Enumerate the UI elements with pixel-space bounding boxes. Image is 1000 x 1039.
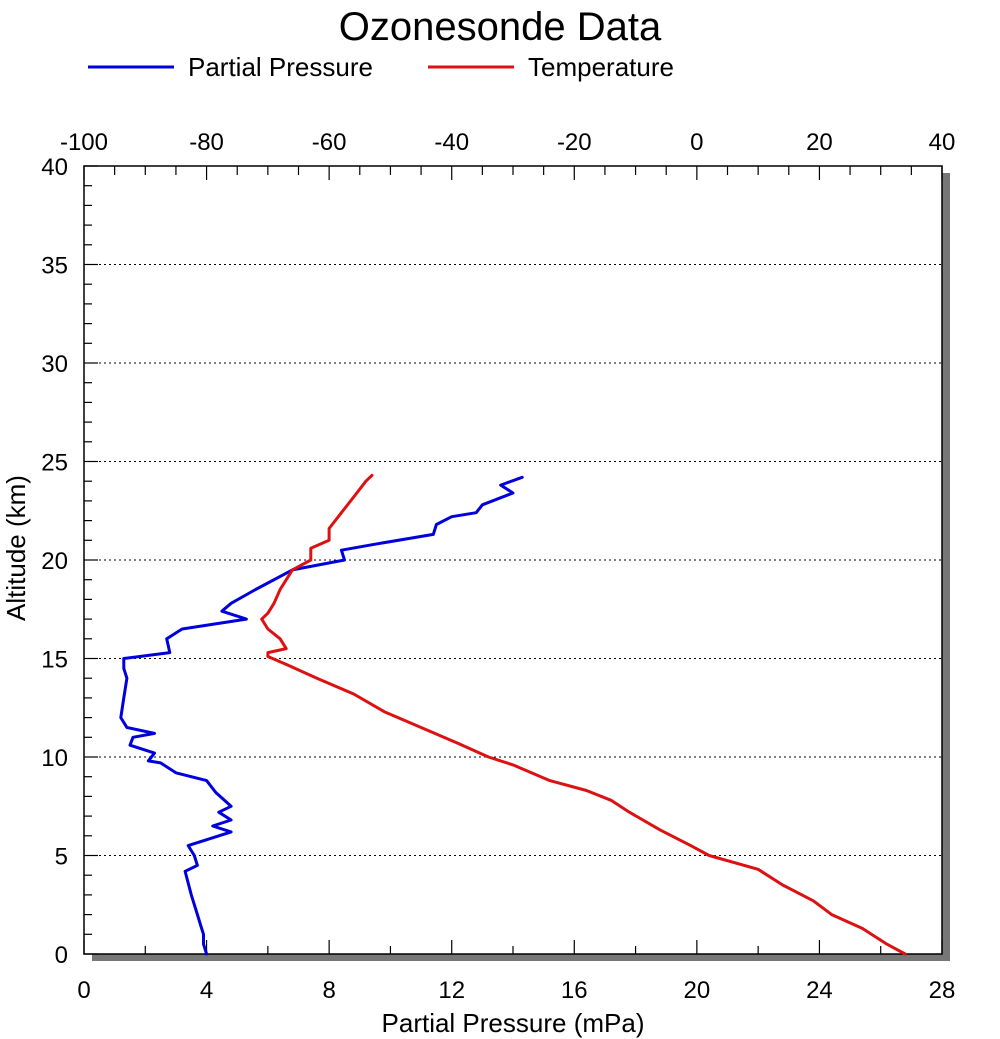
x2-tick-label: -60 [312,129,347,156]
y-tick-label: 30 [41,351,68,378]
x-tick-label: 12 [438,977,465,1004]
y-tick-label: 40 [41,154,68,181]
y-tick-label: 15 [41,647,68,674]
series-layer [119,473,907,956]
x-tick-label: 20 [684,977,711,1004]
tick-labels: 0 5 10 15 20 25 30 35 40 0 4 8 12 16 20 24 28 -100 -80 -60 -… [41,129,955,1004]
y-tick-label: 25 [41,450,68,477]
x2-tick-label: 0 [690,129,703,156]
x-tick-label: 8 [322,977,335,1004]
axis-ticks [83,165,943,955]
x2-tick-label: -100 [60,129,108,156]
x-tick-label: 24 [806,977,833,1004]
x-tick-label: 28 [929,977,956,1004]
y-tick-label: 20 [41,548,68,575]
chart-title: Ozonesonde Data [339,5,662,49]
series-line-partial-pressure [119,475,524,956]
gridlines [84,264,942,856]
y-tick-label: 5 [55,844,68,871]
x2-tick-label: 40 [929,129,956,156]
x-tick-label: 4 [200,977,213,1004]
y-axis-title: Altitude (km) [1,475,31,621]
x2-tick-label: -40 [434,129,469,156]
x-axis-title: Partial Pressure (mPa) [382,1008,645,1038]
y-tick-label: 35 [41,253,68,280]
legend-label-partial-pressure: Partial Pressure [188,52,373,82]
x2-tick-label: -80 [189,129,224,156]
plot-area [83,165,943,955]
legend-label-temperature: Temperature [528,52,674,82]
y-tick-label: 10 [41,745,68,772]
y-tick-label: 0 [55,942,68,969]
legend: Partial Pressure Temperature [88,52,674,82]
series-line-temperature [260,473,907,956]
x-tick-label: 16 [561,977,588,1004]
x-tick-label: 0 [77,977,90,1004]
x2-tick-label: -20 [557,129,592,156]
x2-tick-label: 20 [806,129,833,156]
